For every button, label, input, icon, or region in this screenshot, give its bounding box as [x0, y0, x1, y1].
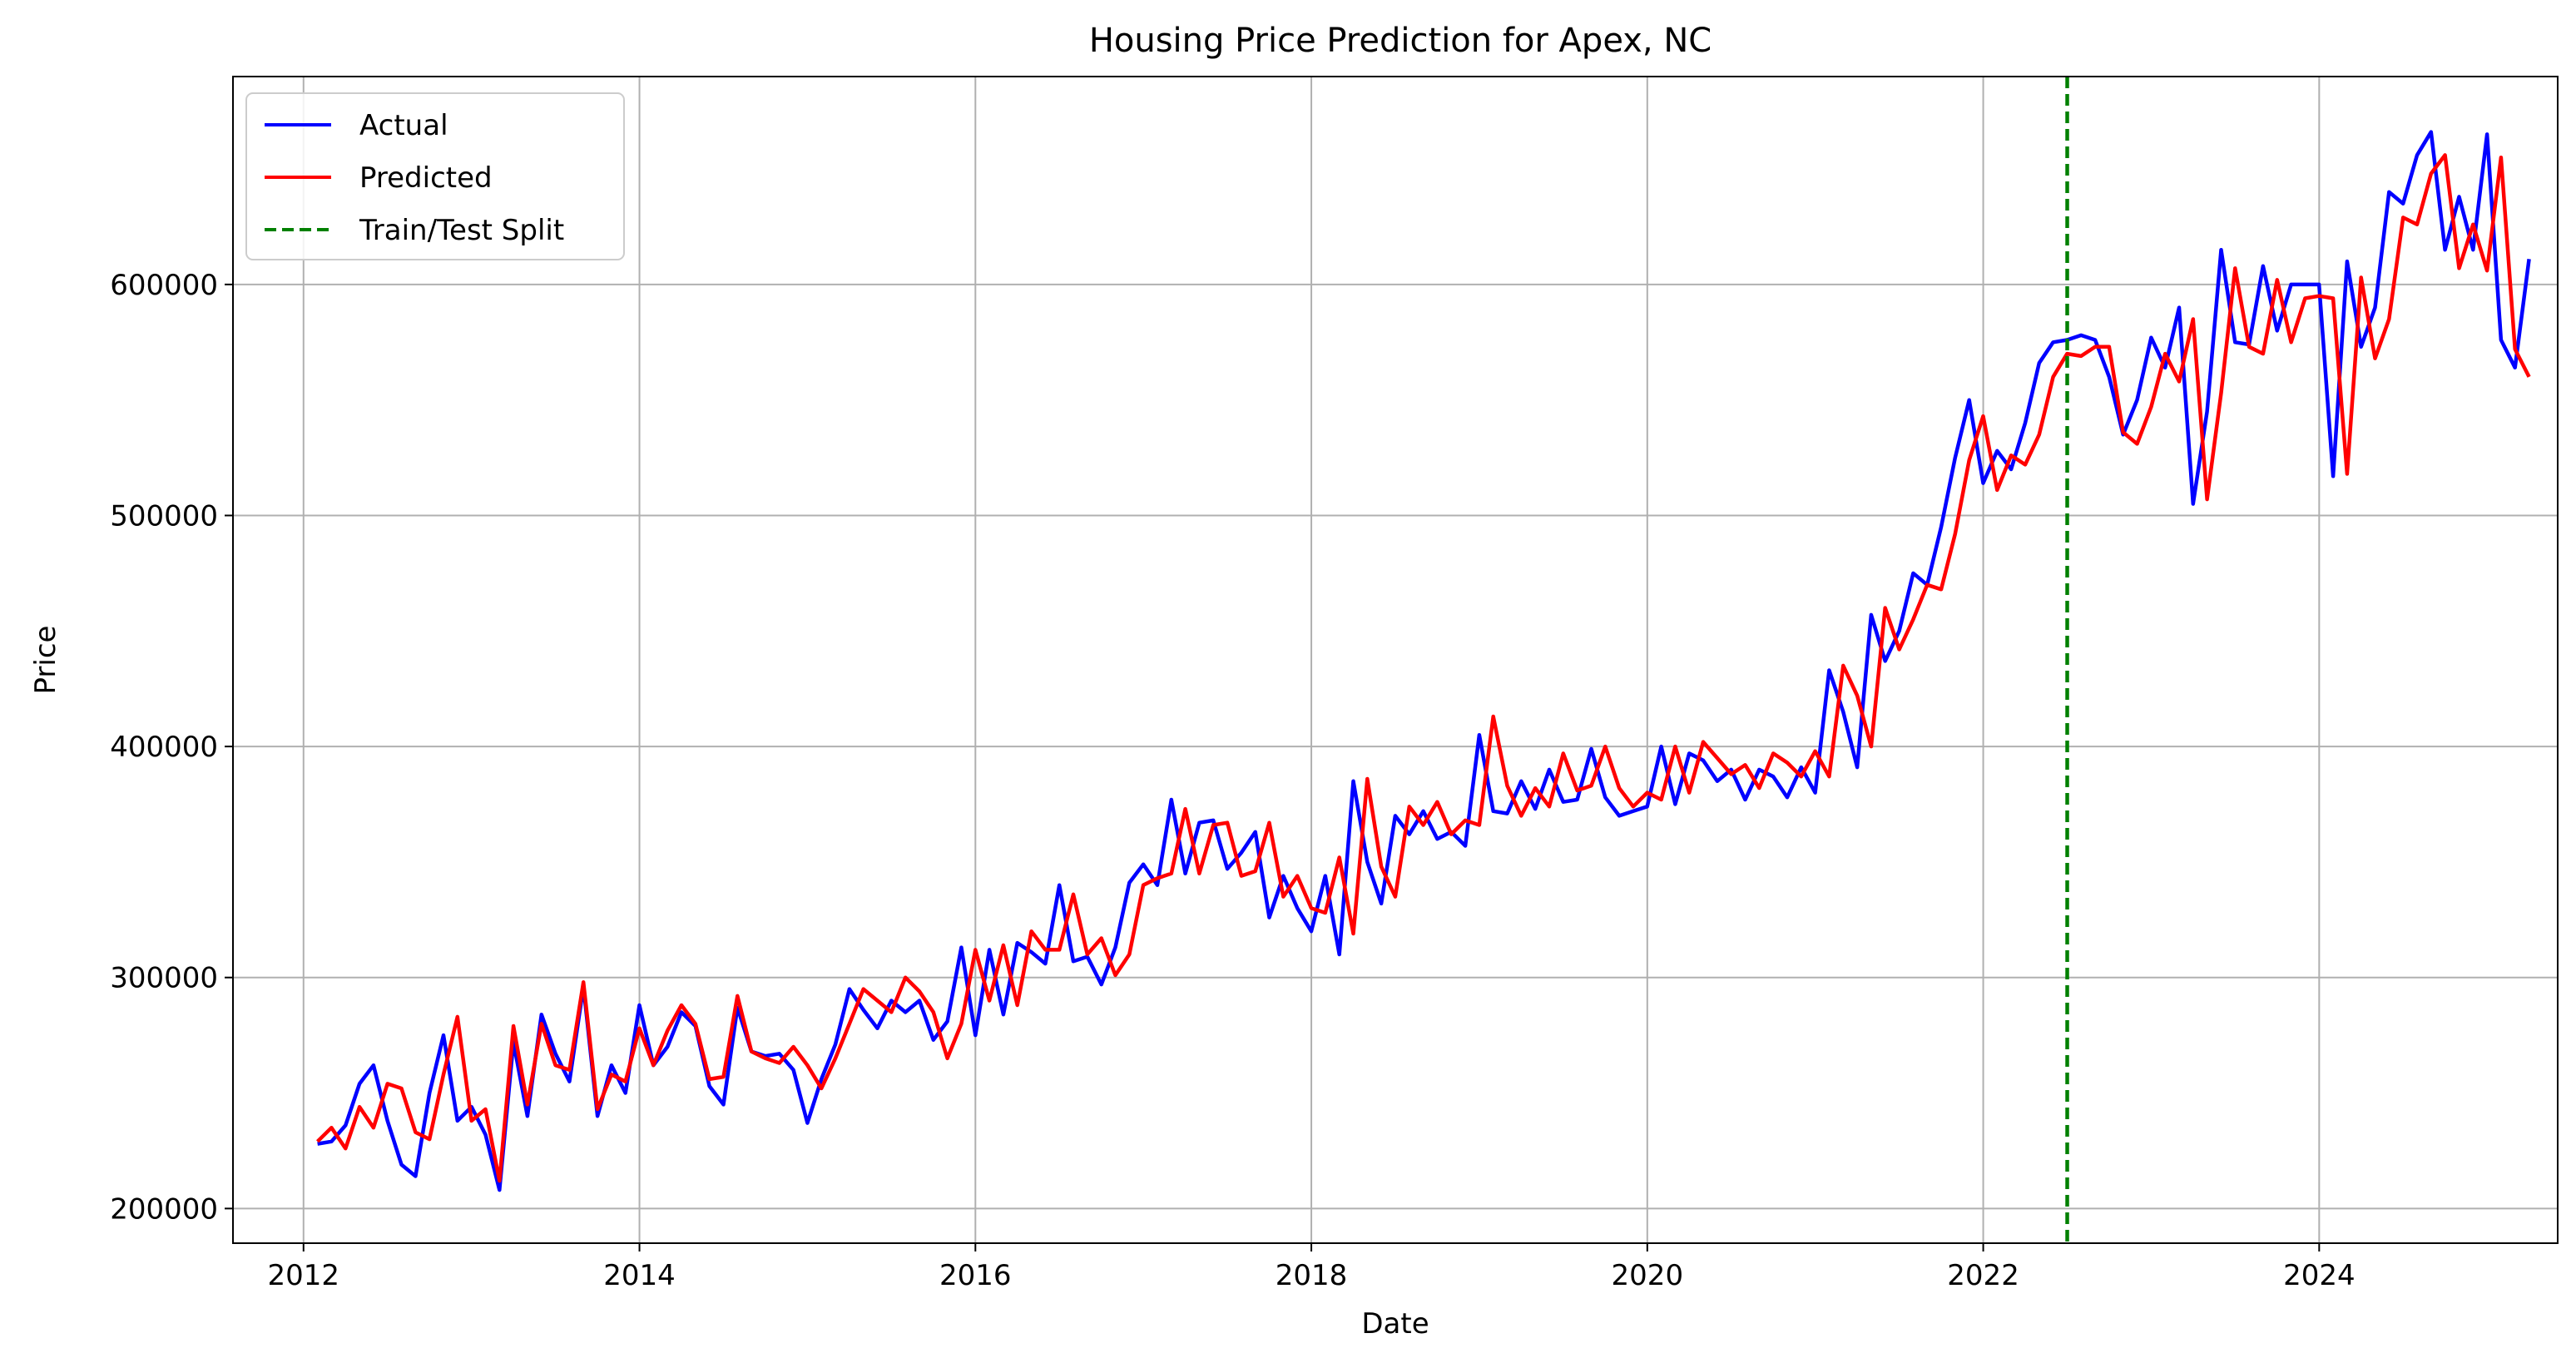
y-axis-label: Price	[29, 626, 62, 695]
x-axis-ticks: 2012 2014 2016 2018 2020 2022 2024	[268, 1243, 2356, 1292]
y-tick-label: 600000	[110, 269, 218, 302]
legend-predicted-label: Predicted	[359, 161, 493, 195]
x-tick-label: 2024	[2283, 1259, 2356, 1292]
y-axis-ticks: 200000 300000 400000 500000 600000	[110, 269, 233, 1226]
series-layer	[316, 130, 2531, 1192]
x-axis-label: Date	[1361, 1307, 1429, 1341]
y-tick-label: 200000	[110, 1192, 218, 1226]
chart-title: Housing Price Prediction for Apex, NC	[1089, 22, 1712, 60]
x-tick-label: 2012	[268, 1259, 340, 1292]
x-tick-label: 2014	[603, 1259, 676, 1292]
x-tick-label: 2016	[939, 1259, 1012, 1292]
legend-box	[245, 92, 625, 260]
legend-actual-label: Actual	[359, 109, 448, 142]
y-tick-label: 500000	[110, 499, 218, 533]
x-tick-label: 2020	[1612, 1259, 1684, 1292]
y-tick-label: 300000	[110, 962, 218, 995]
plot-frame	[232, 76, 2559, 1244]
x-tick-label: 2022	[1947, 1259, 2019, 1292]
x-tick-label: 2018	[1276, 1259, 1348, 1292]
legend: Actual Predicted Train/Test Split	[245, 92, 625, 260]
legend-split-label: Train/Test Split	[359, 214, 564, 247]
series-line-predicted	[316, 153, 2531, 1183]
grid-lines	[233, 77, 2558, 1243]
y-tick-label: 400000	[110, 731, 218, 764]
series-line-actual	[317, 130, 2531, 1192]
